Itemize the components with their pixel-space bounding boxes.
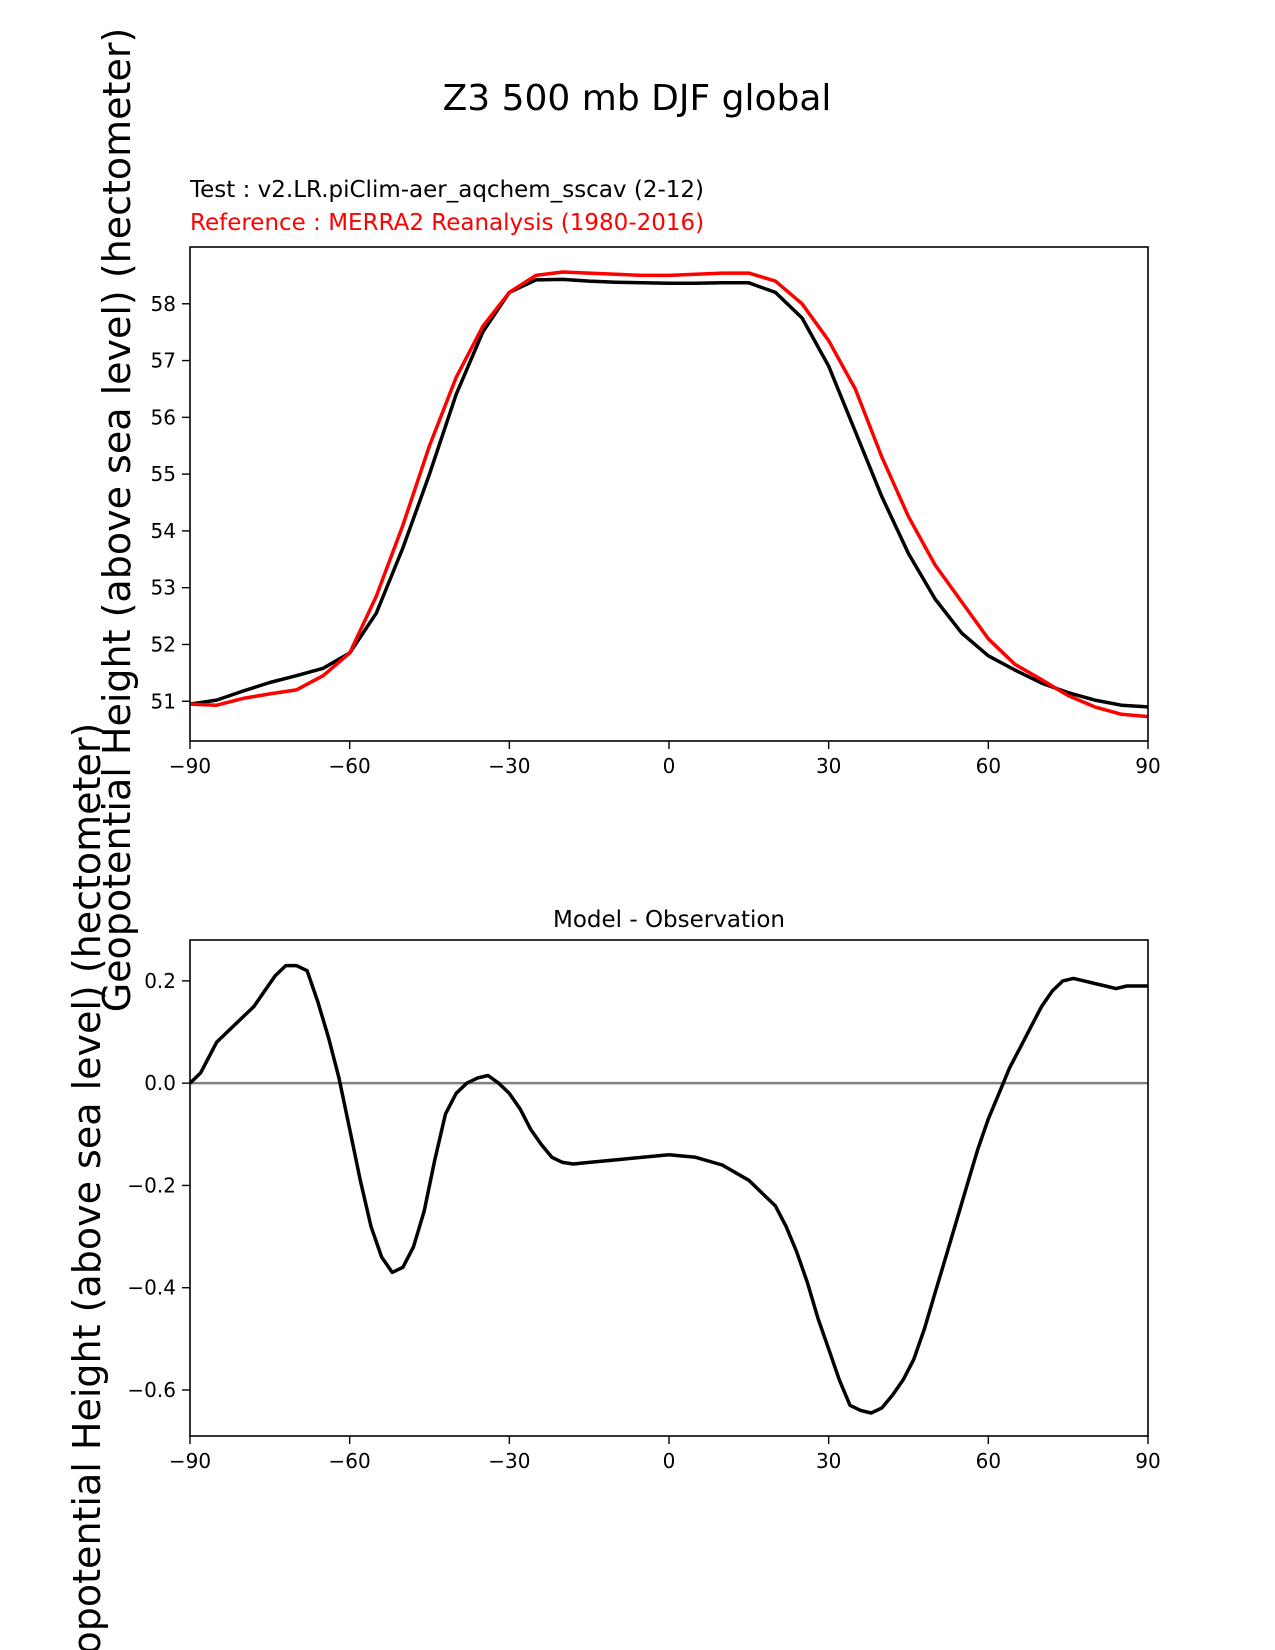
y-tick-label: 54 (151, 519, 176, 543)
y-tick-label: 57 (151, 349, 176, 373)
x-tick-label: 90 (1135, 1449, 1160, 1473)
x-tick-label: 90 (1135, 754, 1160, 778)
y-tick-label: −0.2 (127, 1173, 176, 1197)
y-tick-label: −0.6 (127, 1378, 176, 1402)
x-tick-label: 30 (816, 1449, 841, 1473)
y-axis-label-top: Geopotential Height (above sea level) (h… (95, 28, 139, 1013)
x-tick-label: 60 (976, 754, 1001, 778)
x-tick-label: 30 (816, 754, 841, 778)
reference-label: Reference : MERRA2 Reanalysis (1980-2016… (190, 210, 704, 236)
reference-series-line (189, 270, 1149, 719)
x-tick-label: −30 (488, 754, 530, 778)
y-tick-label: −0.4 (127, 1276, 176, 1300)
y-tick-label: 56 (151, 405, 176, 429)
y-tick-label: 51 (151, 689, 176, 713)
x-tick-label: −60 (329, 754, 371, 778)
x-tick-label: −60 (329, 1449, 371, 1473)
y-tick-label: 55 (151, 462, 176, 486)
x-tick-label: −90 (169, 1449, 211, 1473)
top-panel: −90 −60 −30 0 30 60 90 51 52 53 54 55 56 57 58 (151, 246, 1161, 778)
x-tick-label: 60 (976, 1449, 1001, 1473)
y-tick-label: 0.2 (144, 969, 176, 993)
difference-line (188, 963, 1148, 1415)
x-tick-label: −90 (169, 754, 211, 778)
y-tick-label: 52 (151, 632, 176, 656)
x-tick-label: 0 (663, 754, 676, 778)
bottom-panel-title: Model - Observation (553, 907, 785, 933)
x-tick-label: −30 (488, 1449, 530, 1473)
y-tick-label: 53 (151, 576, 176, 600)
y-tick-label: 0.0 (144, 1071, 176, 1095)
y-tick-label: 58 (151, 292, 176, 316)
figure-title: Z3 500 mb DJF global (443, 78, 832, 119)
x-tick-label: 0 (663, 1449, 676, 1473)
bottom-panel: −90 −60 −30 0 30 60 90 0.2 0.0 −0.2 −0.4 −0.6 (127, 939, 1161, 1473)
y-axis-label-bottom: Geopotential Height (above sea level) (h… (65, 723, 109, 1650)
test-label: Test : v2.LR.piClim-aer_aqchem_sscav (2-… (189, 177, 704, 203)
